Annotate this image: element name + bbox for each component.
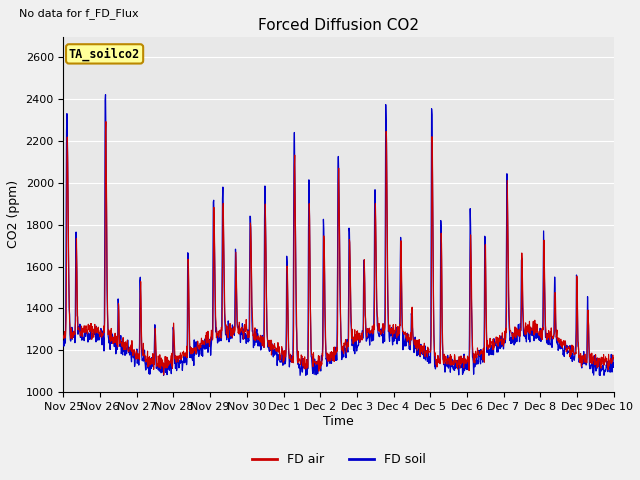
FD air — [545, 328, 553, 334]
FD air — [610, 355, 618, 361]
FD air — [244, 328, 252, 334]
Title: Forced Diffusion CO2: Forced Diffusion CO2 — [258, 18, 419, 33]
Legend: FD air, FD soil: FD air, FD soil — [246, 448, 431, 471]
FD air — [497, 336, 504, 342]
Text: No data for f_FD_Flux: No data for f_FD_Flux — [19, 8, 139, 19]
FD soil — [244, 339, 252, 345]
Line: FD air: FD air — [63, 121, 614, 375]
FD air — [425, 346, 433, 352]
Line: FD soil: FD soil — [63, 95, 614, 375]
FD air — [102, 119, 109, 124]
Y-axis label: CO2 (ppm): CO2 (ppm) — [7, 180, 20, 248]
FD soil — [183, 362, 191, 368]
FD soil — [425, 346, 433, 352]
X-axis label: Time: Time — [323, 415, 354, 428]
FD soil — [102, 92, 109, 97]
Text: TA_soilco2: TA_soilco2 — [69, 47, 140, 60]
FD air — [60, 333, 67, 339]
FD soil — [60, 338, 67, 344]
FD air — [183, 354, 191, 360]
FD air — [170, 335, 177, 340]
FD soil — [497, 341, 504, 347]
FD soil — [610, 360, 618, 366]
FD air — [160, 372, 168, 378]
FD soil — [160, 372, 168, 378]
FD soil — [170, 324, 177, 330]
FD soil — [545, 332, 553, 338]
